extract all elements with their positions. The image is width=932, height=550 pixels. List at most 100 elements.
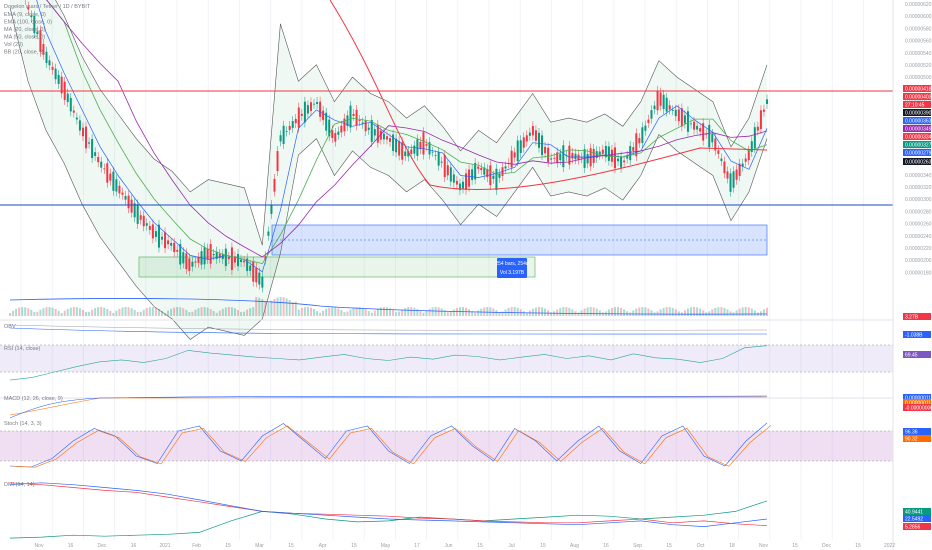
volume-bar — [610, 307, 613, 316]
volume-bar — [100, 307, 103, 316]
candle-body — [723, 161, 726, 174]
stoch-k — [9, 422, 768, 468]
volume-bar — [550, 312, 553, 316]
volume-bar — [145, 308, 148, 316]
volume-bar — [157, 309, 160, 316]
candle-body — [762, 109, 765, 112]
time-tick: 17 — [414, 543, 420, 549]
volume-bar — [650, 310, 653, 316]
ma-20-line — [46, 0, 768, 265]
candle-body — [258, 272, 261, 285]
volume-bar — [373, 310, 376, 316]
time-tick: 15 — [855, 543, 861, 549]
price-badge — [903, 93, 931, 100]
volume-bar — [176, 307, 179, 316]
candle-body — [340, 125, 343, 133]
time-tick: 15 — [792, 543, 798, 549]
price-badge-text: 0.00000263 — [905, 160, 932, 166]
candle-body — [729, 173, 732, 192]
price-tick: 0.00000540 — [905, 51, 932, 57]
indicator-badge-text: 22.5492 — [905, 517, 923, 523]
volume-bar — [66, 308, 69, 316]
price-axis: 0.00000620 0.00000600 0.00000580 0.00000560… — [4, 0, 932, 550]
candle-body — [443, 155, 446, 178]
candle-body — [683, 115, 686, 124]
candle-body — [547, 147, 550, 163]
candle-body — [243, 260, 246, 263]
candle-body — [346, 115, 349, 127]
indicator-label: OBV — [4, 324, 16, 330]
bb-lower — [9, 7, 768, 340]
candle-body — [522, 137, 525, 148]
obv-line — [9, 327, 768, 335]
volume-bar — [212, 310, 215, 316]
time-tick: Nov — [759, 543, 768, 549]
candle-body — [154, 231, 157, 238]
volume-bar — [243, 311, 246, 316]
candle-body — [124, 196, 127, 200]
candle-body — [556, 152, 559, 163]
candle-body — [738, 163, 741, 176]
price-badge — [903, 109, 931, 116]
volume-bar — [200, 307, 203, 316]
time-tick: Feb — [192, 543, 201, 549]
macd-line — [9, 395, 768, 419]
time-tick: 15 — [225, 543, 231, 549]
volume-bar — [97, 307, 100, 316]
volume-bar — [671, 307, 674, 316]
volume-bar — [264, 301, 267, 316]
time-tick: 16 — [68, 543, 74, 549]
candle-body — [218, 253, 221, 259]
candle-body — [212, 253, 215, 256]
volume-bar — [24, 307, 27, 316]
legend: Dogelon mars / Tether / 1D / BYBIT EMA (9… — [4, 4, 91, 56]
candle-body — [45, 51, 48, 63]
price-badge — [903, 125, 931, 132]
time-tick: Sep — [633, 543, 642, 549]
legend-item: MA (50, close, 0) — [4, 35, 45, 41]
candle-body — [261, 276, 264, 288]
volume-bar — [194, 309, 197, 316]
candle-body — [632, 147, 635, 151]
candle-body — [571, 153, 574, 159]
candle-body — [747, 150, 750, 161]
candle-body — [528, 132, 531, 136]
candle-body — [221, 254, 224, 260]
candle-body — [617, 158, 620, 162]
volume-bar — [54, 308, 57, 316]
price-badge — [903, 149, 931, 156]
candle-body — [303, 101, 306, 123]
volume-bar — [57, 310, 60, 316]
volume-bar — [437, 307, 440, 316]
candle-body — [179, 244, 182, 265]
volume-bar — [42, 308, 45, 316]
time-tick: 16 — [131, 543, 137, 549]
volume-bar — [738, 308, 741, 316]
volume-bar — [246, 309, 249, 316]
volume-bar — [309, 307, 312, 316]
volume-bar — [720, 307, 723, 316]
obv-ma-line — [9, 324, 768, 331]
candle-body — [270, 204, 273, 214]
volume-bar — [21, 307, 24, 316]
candle-body — [246, 258, 249, 272]
candle-body — [194, 261, 197, 263]
volume-bar — [148, 307, 151, 316]
volume-bar — [51, 307, 54, 316]
volume-bar — [537, 307, 540, 316]
volume-bar — [416, 309, 419, 316]
candle-body — [461, 181, 464, 189]
dmi-adx — [9, 482, 768, 527]
price-tick: 0.00000520 — [905, 63, 932, 69]
price-tick: 0.00000600 — [905, 14, 932, 20]
candle-body — [81, 127, 84, 137]
candle-body — [756, 126, 759, 131]
volume-bar — [641, 307, 644, 316]
candle-body — [480, 167, 483, 171]
candle-body — [157, 224, 160, 248]
candle-body — [282, 125, 285, 144]
volume-bar — [498, 312, 501, 316]
candle-body — [191, 261, 194, 267]
ma-50-line — [46, 0, 768, 258]
